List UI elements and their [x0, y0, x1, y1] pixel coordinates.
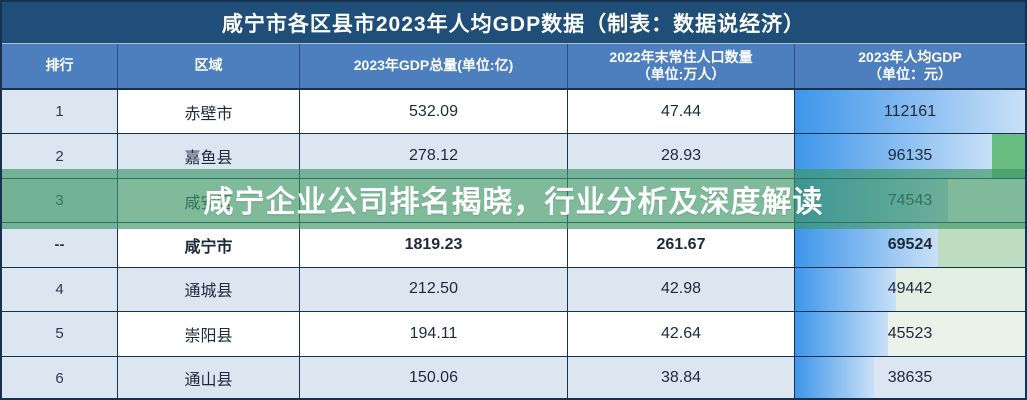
- table-body: 1 赤壁市 532.09 47.44 112161 2 嘉鱼县 278.12 28.93 9613…: [2, 90, 1025, 398]
- header-per-capita-line2: （单位：元）: [868, 66, 952, 82]
- cell-rank: 5: [2, 312, 118, 356]
- cell-region-value: 嘉鱼县: [184, 150, 233, 168]
- per-capita-data-bar: [795, 223, 938, 267]
- cell-gdp-value: 150.06: [409, 369, 458, 387]
- cell-gdp: 150.06: [300, 356, 568, 398]
- cell-per-capita-gdp-value: 69524: [887, 235, 933, 253]
- cell-per-capita-gdp-value: 45523: [887, 324, 933, 342]
- cell-population: 47.44: [568, 90, 795, 134]
- cell-per-capita-gdp-value: 38635: [887, 369, 933, 387]
- cell-rank: 1: [2, 90, 118, 134]
- table-row: 6 通山县 150.06 38.84 38635: [2, 356, 1025, 398]
- cell-population-value: 42.64: [660, 324, 702, 342]
- cell-per-capita-gdp: 112161: [795, 90, 1025, 134]
- cell-gdp-value: 194.11: [409, 324, 458, 342]
- cell-region: 崇阳县: [118, 312, 300, 356]
- cell-per-capita-gdp-value: 49442: [887, 280, 933, 298]
- table-row: 4 通城县 212.50 42.98 49442: [2, 267, 1025, 313]
- cell-per-capita-gdp: 45523: [795, 312, 1025, 356]
- cell-gdp: 212.50: [300, 267, 568, 312]
- cell-population-value: 28.93: [660, 147, 702, 165]
- cell-region-value: 崇阳县: [184, 327, 233, 345]
- watermark-tint: [888, 312, 1025, 356]
- cell-region-value: 咸宁市: [184, 238, 233, 256]
- cell-per-capita-gdp-value: 96135: [887, 147, 933, 165]
- cell-region-value: 通城县: [184, 283, 233, 301]
- cell-gdp-value: 532.09: [409, 102, 458, 120]
- cell-gdp-value: 278.12: [409, 147, 458, 165]
- cell-population-value: 38.84: [660, 369, 702, 387]
- cell-rank-value: 5: [55, 325, 64, 343]
- header-rank: 排行: [2, 44, 118, 88]
- table-row: 5 崇阳县 194.11 42.64 45523: [2, 312, 1025, 357]
- cell-rank-value: 2: [55, 147, 64, 165]
- cell-population: 42.64: [568, 312, 795, 356]
- watermark-banner-text: 咸宁企业公司排名揭晓，行业分析及深度解读: [203, 186, 824, 219]
- cell-rank-value: 6: [55, 369, 64, 387]
- cell-per-capita-gdp: 69524: [795, 223, 1025, 267]
- cell-region: 通山县: [118, 356, 300, 398]
- header-population: 2022年末常住人口数量 （单位:万人）: [568, 44, 795, 88]
- cell-population: 38.84: [568, 356, 795, 398]
- per-capita-data-bar: [795, 312, 889, 356]
- cell-per-capita-gdp: 38635: [795, 356, 1025, 398]
- header-region: 区域: [118, 44, 300, 88]
- header-population-line2: （单位:万人）: [636, 66, 726, 82]
- per-capita-data-bar: [795, 356, 875, 398]
- cell-population-value: 261.67: [656, 235, 706, 253]
- header-population-line1: 2022年末常住人口数量: [609, 48, 753, 65]
- cell-per-capita-gdp: 49442: [795, 267, 1025, 312]
- cell-gdp-value: 1819.23: [404, 235, 463, 253]
- header-per-capita-line1: 2023年人均GDP: [858, 48, 962, 65]
- cell-population: 261.67: [568, 223, 795, 267]
- header-rank-line1: 排行: [45, 57, 74, 74]
- cell-population-value: 47.44: [660, 102, 702, 120]
- per-capita-data-bar: [795, 267, 897, 312]
- cell-gdp: 1819.23: [300, 223, 568, 267]
- cell-region-value: 赤壁市: [184, 105, 233, 123]
- cell-rank-value: 1: [55, 103, 64, 121]
- watermark-tint: [937, 223, 1025, 267]
- page-title: 咸宁市各区县市2023年人均GDP数据（制表：数据说经济）: [2, 2, 1025, 44]
- cell-gdp: 532.09: [300, 90, 568, 134]
- table-row: -- 咸宁市 1819.23 261.67 69524: [2, 223, 1025, 268]
- cell-gdp-value: 212.50: [409, 280, 458, 298]
- header-per-capita-gdp: 2023年人均GDP （单位：元）: [795, 44, 1025, 88]
- header-gdp-line1: 2023年GDP总量(单位:亿): [353, 57, 514, 74]
- table-header-row: 排行 区域 2023年GDP总量(单位:亿) 2022年末常住人口数量 （单位:…: [2, 44, 1025, 90]
- cell-rank: 4: [2, 267, 118, 312]
- cell-region-value: 通山县: [184, 372, 233, 390]
- cell-gdp: 194.11: [300, 312, 568, 356]
- watermark-banner: 咸宁企业公司排名揭晓，行业分析及深度解读: [2, 169, 1025, 229]
- table-row: 1 赤壁市 532.09 47.44 112161: [2, 90, 1025, 135]
- cell-region: 赤壁市: [118, 90, 300, 134]
- cell-region: 通城县: [118, 267, 300, 312]
- cell-rank: 6: [2, 356, 118, 398]
- watermark-tint: [896, 267, 1025, 312]
- cell-region: 咸宁市: [118, 223, 300, 267]
- cell-rank-value: --: [54, 236, 65, 254]
- cell-population: 42.98: [568, 267, 795, 312]
- cell-per-capita-gdp-value: 112161: [883, 102, 937, 120]
- per-capita-data-bar: [795, 90, 1025, 134]
- cell-rank-value: 4: [55, 280, 64, 298]
- header-gdp: 2023年GDP总量(单位:亿): [300, 44, 568, 88]
- cell-rank: --: [2, 223, 118, 267]
- header-region-line1: 区域: [194, 57, 223, 74]
- cell-population-value: 42.98: [660, 280, 702, 298]
